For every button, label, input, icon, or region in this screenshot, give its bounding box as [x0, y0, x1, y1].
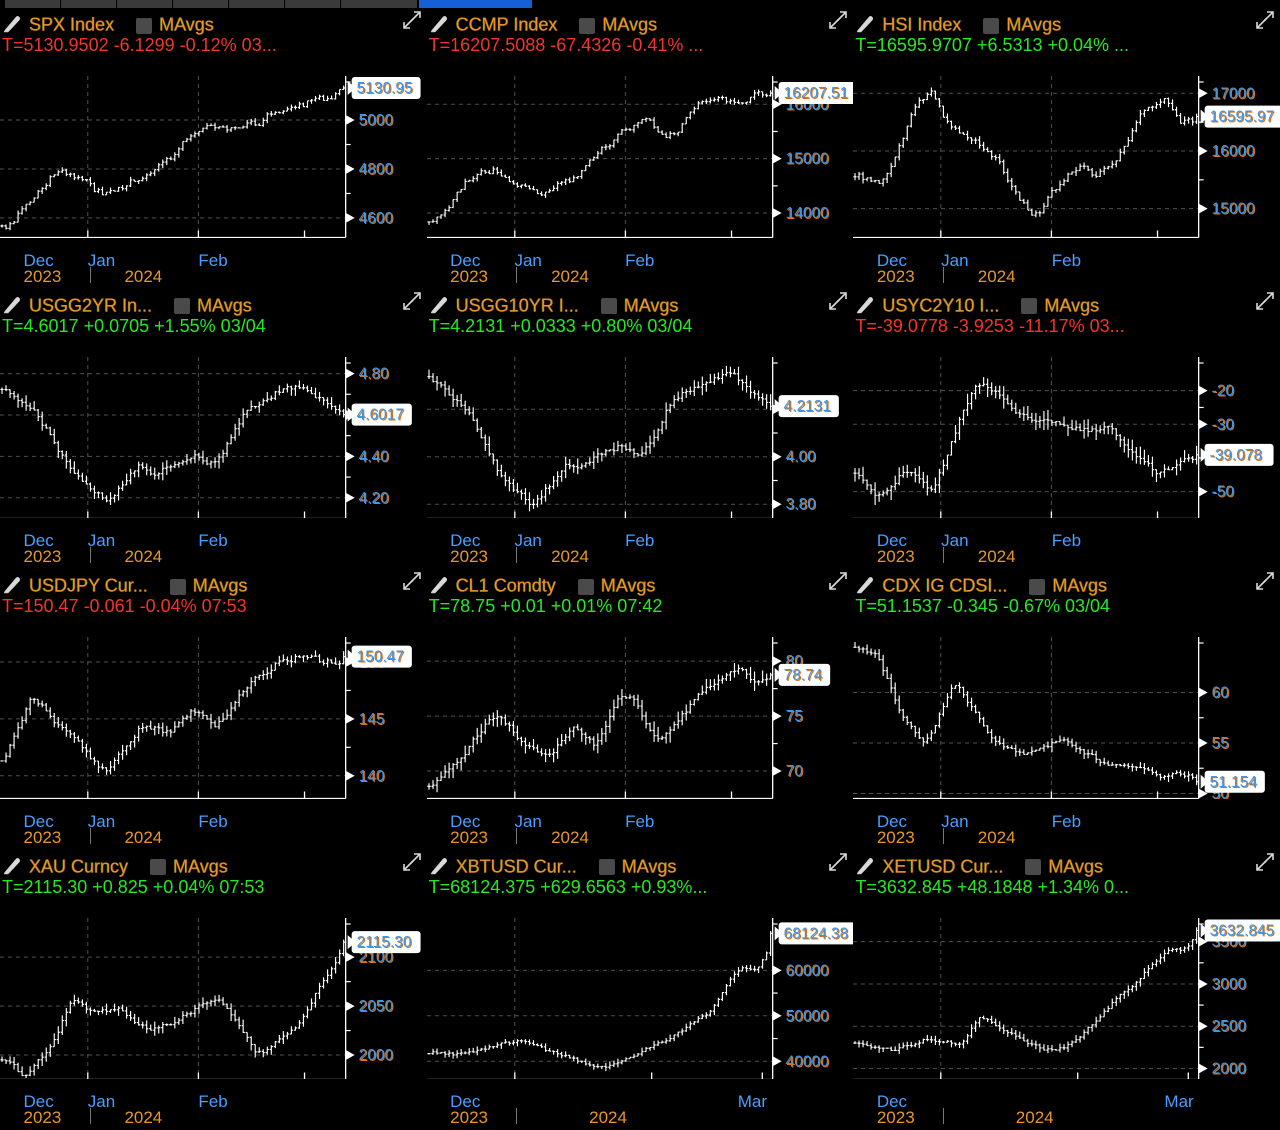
svg-text:2050: 2050	[359, 998, 393, 1015]
svg-text:150.47: 150.47	[357, 649, 404, 666]
svg-text:17000: 17000	[1212, 85, 1255, 102]
svg-text:3632.845: 3632.845	[1210, 922, 1275, 939]
svg-text:70: 70	[785, 763, 802, 780]
svg-text:3000: 3000	[1212, 975, 1246, 992]
svg-text:51.154: 51.154	[1210, 774, 1258, 791]
svg-text:55: 55	[1212, 735, 1229, 752]
svg-text:50000: 50000	[785, 1007, 828, 1024]
svg-text:2000: 2000	[1212, 1060, 1246, 1077]
svg-text:2500: 2500	[1212, 1018, 1246, 1035]
svg-text:15000: 15000	[1212, 201, 1255, 218]
svg-text:5000: 5000	[359, 112, 393, 129]
svg-text:3.80: 3.80	[785, 496, 815, 513]
svg-text:4.20: 4.20	[359, 489, 389, 506]
svg-text:-20: -20	[1212, 382, 1234, 399]
svg-text:40000: 40000	[785, 1053, 828, 1070]
svg-text:4.6017: 4.6017	[357, 406, 404, 423]
svg-text:68124.38: 68124.38	[783, 925, 848, 942]
svg-text:145: 145	[359, 711, 385, 728]
svg-text:75: 75	[785, 708, 802, 725]
svg-text:4.2131: 4.2131	[783, 398, 830, 415]
svg-text:78.74: 78.74	[783, 667, 822, 684]
svg-text:16207.51: 16207.51	[783, 85, 848, 102]
svg-text:60: 60	[1212, 685, 1229, 702]
svg-text:4.80: 4.80	[359, 365, 389, 382]
svg-text:2115.30: 2115.30	[357, 934, 412, 951]
svg-text:-30: -30	[1212, 416, 1234, 433]
svg-text:5130.95: 5130.95	[357, 80, 413, 97]
svg-text:-39.078: -39.078	[1210, 446, 1263, 463]
svg-text:16595.97: 16595.97	[1210, 109, 1275, 126]
svg-text:14000: 14000	[785, 205, 828, 222]
svg-text:4.40: 4.40	[359, 448, 389, 465]
svg-text:-50: -50	[1212, 483, 1234, 500]
svg-text:140: 140	[359, 768, 385, 785]
svg-text:2000: 2000	[359, 1047, 393, 1064]
svg-text:4.00: 4.00	[785, 448, 815, 465]
svg-text:16000: 16000	[1212, 143, 1255, 160]
svg-text:15000: 15000	[785, 151, 828, 168]
svg-text:4600: 4600	[359, 210, 393, 227]
svg-text:4800: 4800	[359, 161, 393, 178]
svg-text:60000: 60000	[785, 962, 828, 979]
